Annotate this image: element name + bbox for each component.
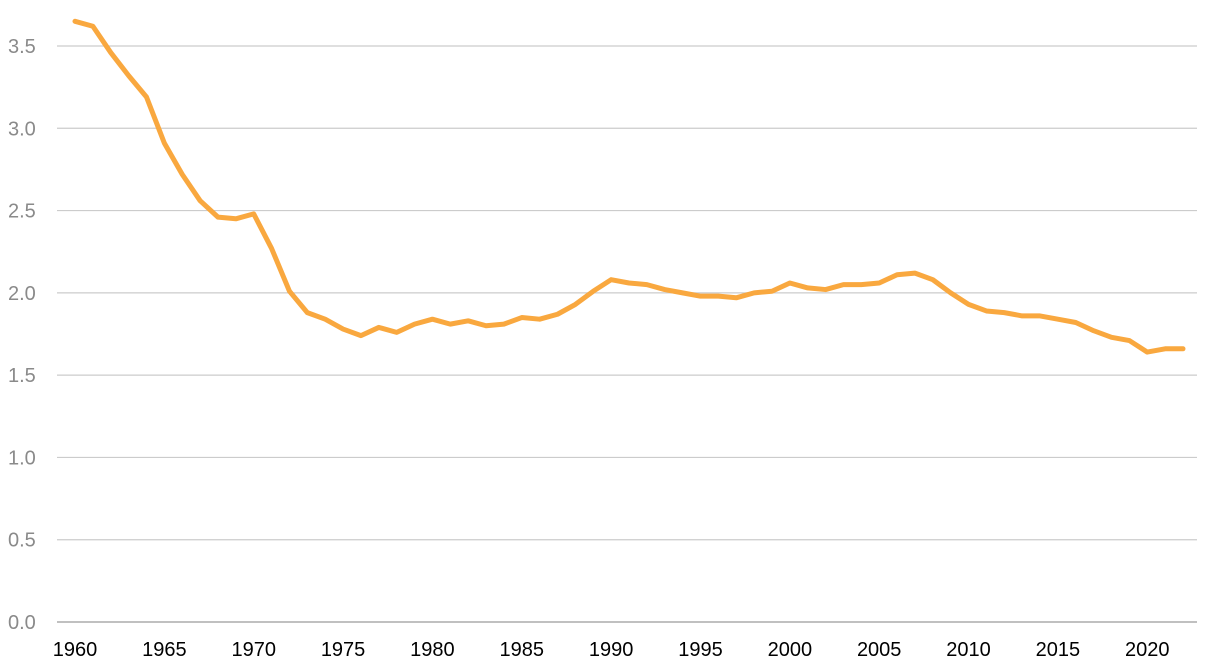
data-point [627, 280, 632, 285]
data-point [752, 290, 757, 295]
grid-lines [57, 45, 1197, 623]
x-tick-label: 1960 [53, 639, 98, 661]
data-point [376, 325, 381, 330]
data-point [73, 19, 78, 24]
y-tick-label: 0.5 [8, 530, 36, 552]
data-point [984, 308, 989, 313]
data-point [895, 272, 900, 277]
x-tick-label: 1985 [500, 639, 545, 661]
data-point [769, 289, 774, 294]
data-point [162, 141, 167, 146]
data-point [1145, 350, 1150, 355]
data-point [180, 172, 185, 177]
data-point [412, 322, 417, 327]
data-point [269, 246, 274, 251]
data-point [698, 294, 703, 299]
data-point [1055, 317, 1060, 322]
data-point [394, 330, 399, 335]
data-point [609, 277, 614, 282]
x-axis-labels: 1960 1965 1970 1975 1980 1985 1990 1995 2000 2005… [53, 639, 1170, 661]
series-layer [72, 18, 1186, 355]
data-point [912, 271, 917, 276]
data-point [1091, 328, 1096, 333]
data-point [341, 327, 346, 332]
y-tick-label: 2.5 [8, 201, 36, 223]
data-point [1073, 320, 1078, 325]
data-point [466, 318, 471, 323]
data-point [430, 317, 435, 322]
data-point [859, 282, 864, 287]
data-point [877, 280, 882, 285]
data-point [716, 294, 721, 299]
y-tick-label: 3.0 [8, 118, 36, 140]
data-point [823, 287, 828, 292]
data-point [573, 302, 578, 307]
x-tick-label: 1970 [231, 639, 276, 661]
data-point [591, 289, 596, 294]
data-point [305, 310, 310, 315]
x-tick-label: 2010 [946, 639, 991, 661]
data-point [1020, 313, 1025, 318]
data-point [1002, 310, 1007, 315]
data-point [948, 290, 953, 295]
data-point [537, 317, 542, 322]
data-point [233, 216, 238, 221]
data-point [90, 24, 95, 29]
x-tick-label: 2015 [1036, 639, 1081, 661]
data-point [198, 198, 203, 203]
y-tick-label: 0.0 [8, 612, 36, 634]
data-point [930, 277, 935, 282]
x-tick-label: 2020 [1125, 639, 1170, 661]
data-point [108, 50, 113, 55]
data-point [126, 73, 131, 78]
data-point [1163, 346, 1168, 351]
data-point [484, 323, 489, 328]
data-point [841, 282, 846, 287]
data-point [501, 322, 506, 327]
y-tick-label: 3.5 [8, 36, 36, 58]
x-tick-label: 1965 [142, 639, 187, 661]
x-tick-label: 1980 [410, 639, 455, 661]
data-point [519, 315, 524, 320]
data-point [644, 282, 649, 287]
x-tick-label: 2005 [857, 639, 902, 661]
data-point [555, 312, 560, 317]
data-point [323, 317, 328, 322]
data-point [734, 295, 739, 300]
data-point [662, 287, 667, 292]
data-point [1181, 346, 1186, 351]
x-tick-label: 1995 [678, 639, 723, 661]
data-point [1127, 338, 1132, 343]
data-point [966, 302, 971, 307]
data-point [1038, 313, 1043, 318]
series-line [72, 18, 1186, 355]
x-tick-label: 2000 [768, 639, 813, 661]
data-point [144, 95, 149, 100]
x-tick-label: 1975 [321, 639, 366, 661]
data-point [1109, 335, 1114, 340]
x-tick-label: 1990 [589, 639, 634, 661]
y-axis-labels: 0.0 0.5 1.0 1.5 2.0 2.5 3.0 3.5 [8, 36, 36, 634]
data-point [215, 215, 220, 220]
data-point [358, 333, 363, 338]
data-point [680, 290, 685, 295]
data-point [287, 289, 292, 294]
y-tick-label: 1.0 [8, 447, 36, 469]
data-point [787, 280, 792, 285]
data-point [251, 211, 256, 216]
y-tick-label: 2.0 [8, 283, 36, 305]
data-point [805, 285, 810, 290]
data-point [448, 322, 453, 327]
y-tick-label: 1.5 [8, 365, 36, 387]
